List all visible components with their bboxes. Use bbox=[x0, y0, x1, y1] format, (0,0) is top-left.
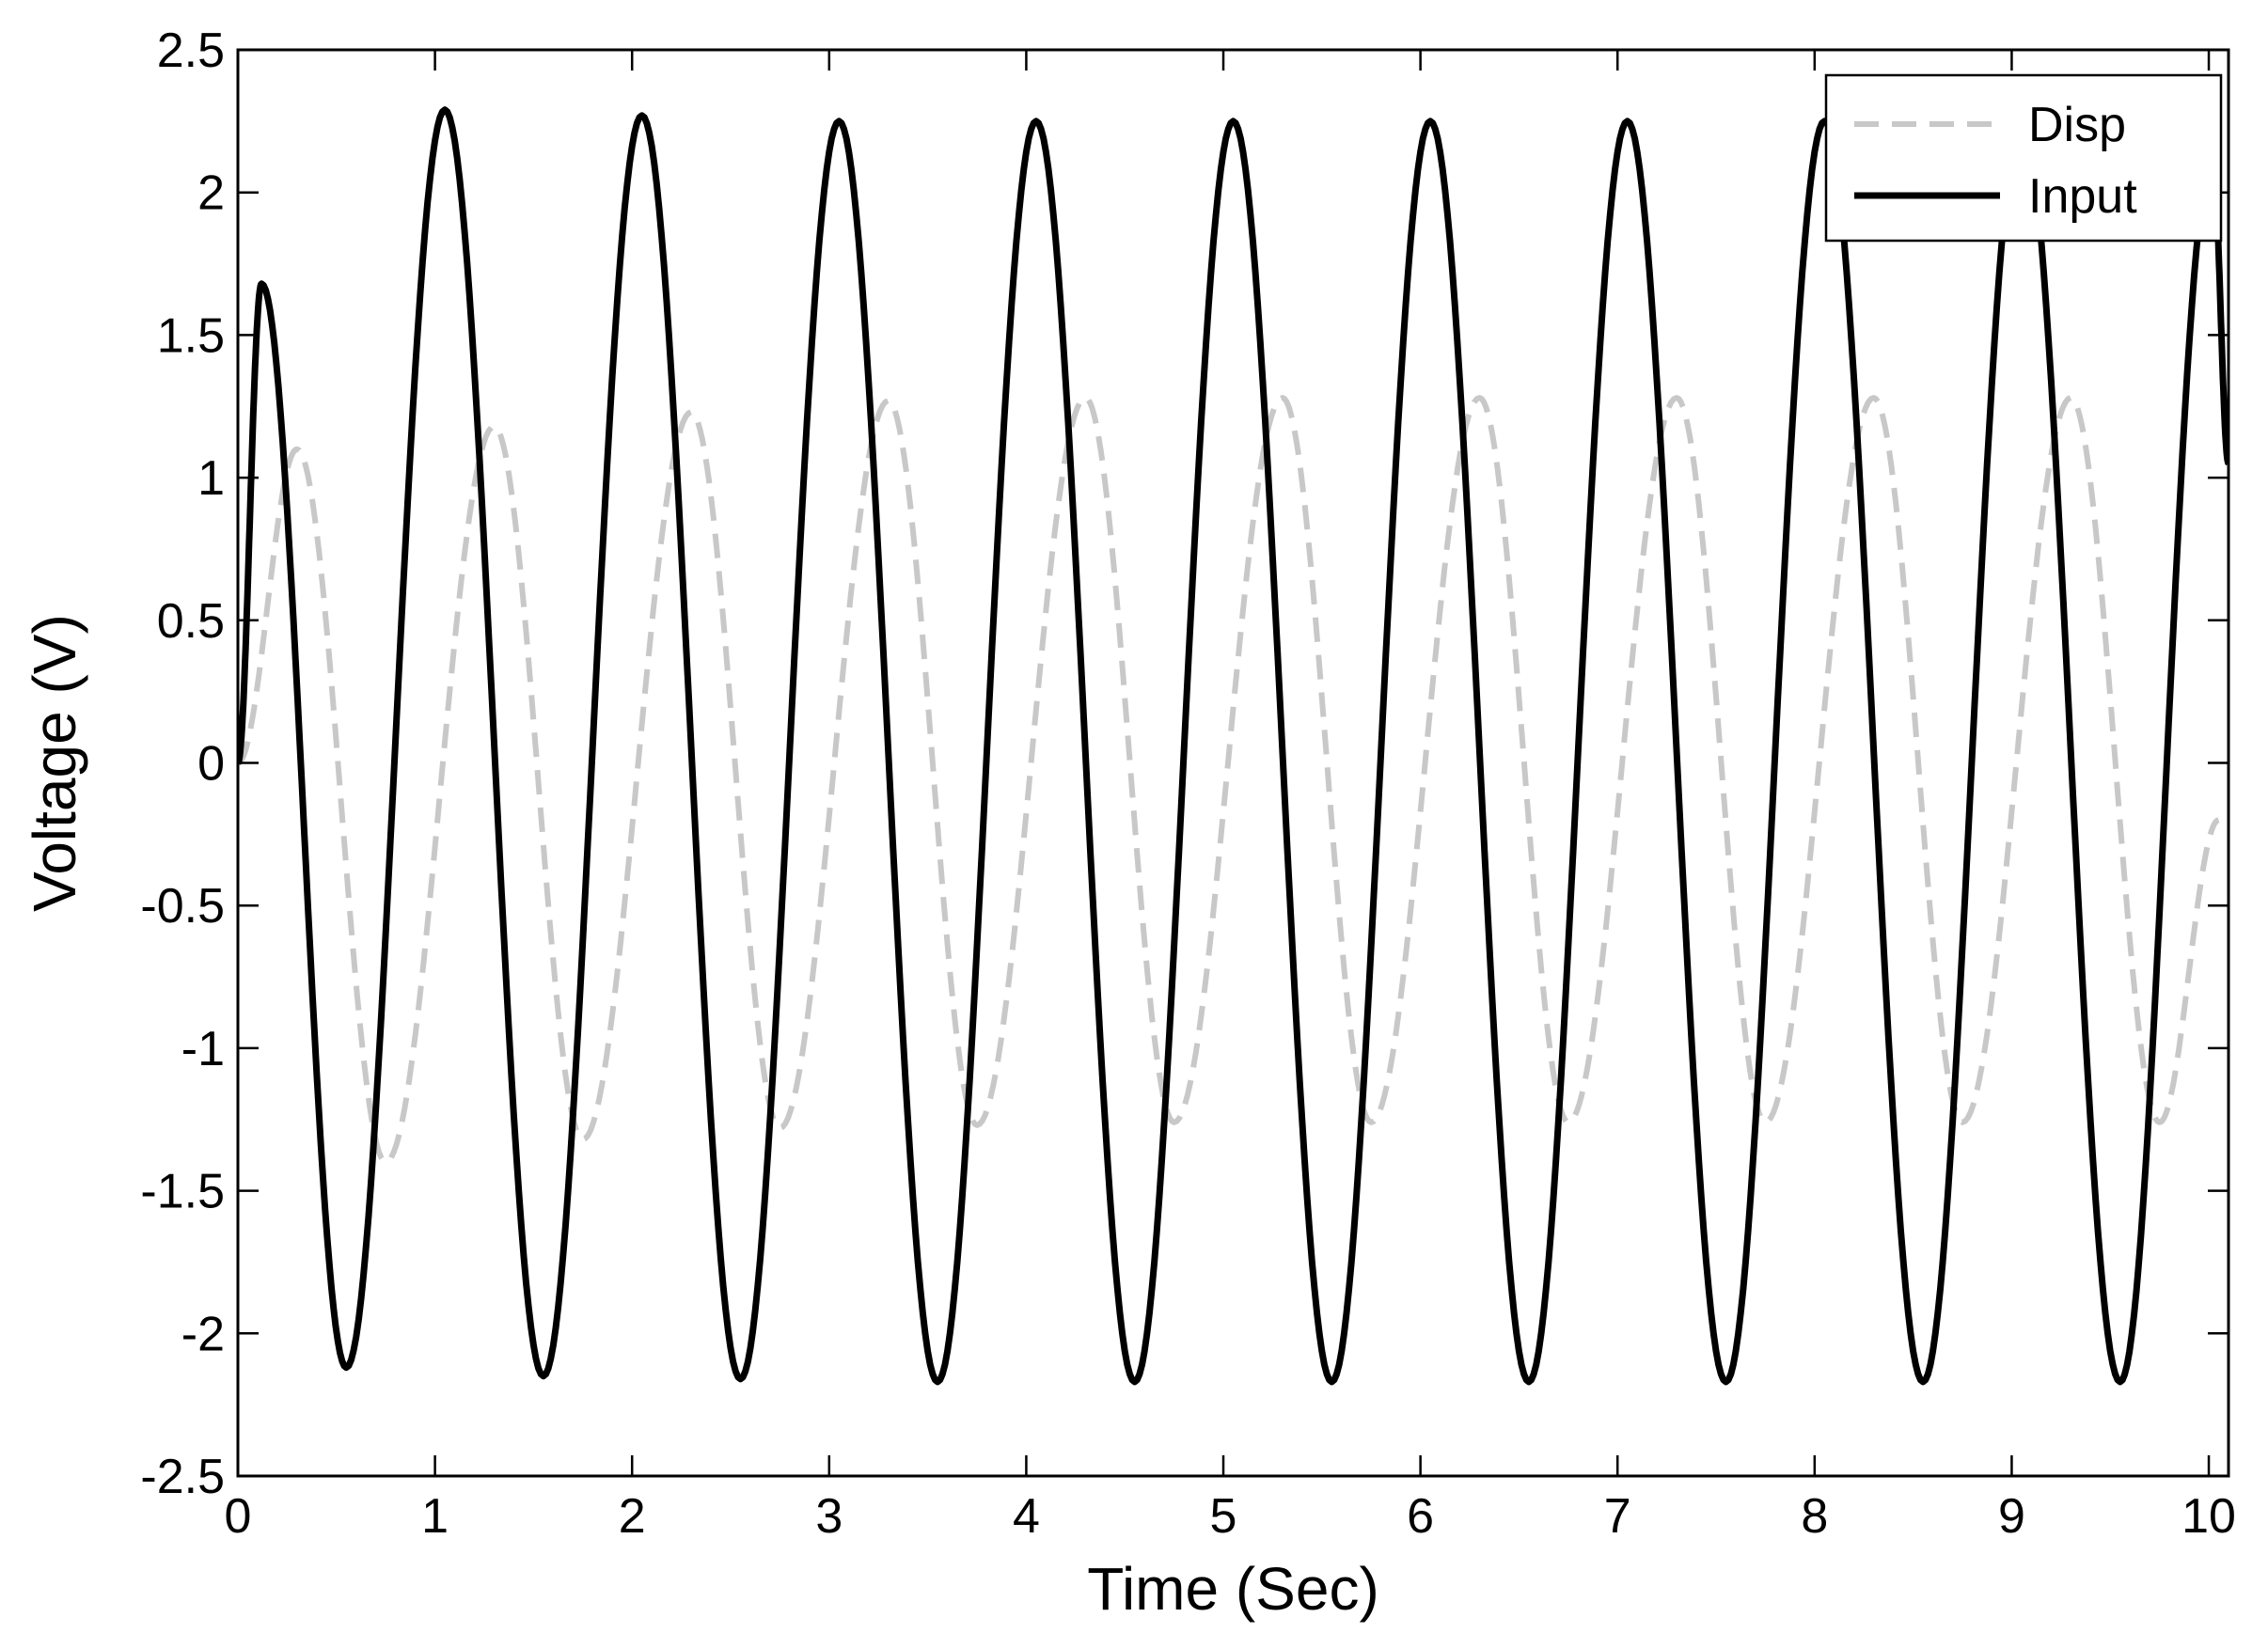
legend-box bbox=[1824, 73, 2223, 243]
x-tick-label: 5 bbox=[1210, 1489, 1237, 1544]
x-axis-title: Time (Sec) bbox=[1087, 1555, 1379, 1623]
y-tick-label: 2.5 bbox=[157, 24, 225, 78]
x-tick-label: 10 bbox=[2181, 1489, 2236, 1544]
y-tick-label: -1.5 bbox=[140, 1165, 225, 1219]
x-tick-label: 1 bbox=[421, 1489, 449, 1544]
y-tick-label: 0.5 bbox=[157, 594, 225, 649]
y-tick-label: -2.5 bbox=[140, 1450, 225, 1504]
x-tick-label: 4 bbox=[1013, 1489, 1040, 1544]
x-tick-label: 8 bbox=[1801, 1489, 1828, 1544]
y-tick-label: -2 bbox=[181, 1307, 225, 1361]
x-tick-label: 7 bbox=[1604, 1489, 1631, 1544]
y-tick-label: -0.5 bbox=[140, 879, 225, 934]
plot-area bbox=[238, 50, 2229, 1476]
legend-label-disp: Disp bbox=[2028, 98, 2126, 152]
x-tick-label: 2 bbox=[619, 1489, 646, 1544]
y-tick-label: 0 bbox=[197, 737, 225, 792]
x-tick-label: 0 bbox=[225, 1489, 252, 1544]
y-tick-label: 1.5 bbox=[157, 308, 225, 363]
ticks-layer: 0 1 2 3 4 5 6 7 8 9 10 -2.5 -2 -1.5 -1 -0.5 0 0.5 1 1.5 2 2.5 bbox=[140, 24, 2236, 1544]
series-line-input bbox=[238, 106, 2229, 1386]
x-tick-label: 9 bbox=[1998, 1489, 2025, 1544]
x-tick-label: 3 bbox=[815, 1489, 843, 1544]
legend: Disp Input bbox=[1824, 73, 2223, 243]
x-tick-label: 6 bbox=[1407, 1489, 1434, 1544]
plot-frame bbox=[236, 48, 2230, 1478]
series-layer bbox=[238, 106, 2229, 1386]
y-axis-title: Voltage (V) bbox=[21, 614, 88, 912]
legend-label-input: Input bbox=[2028, 169, 2137, 224]
y-tick-label: 1 bbox=[197, 451, 225, 506]
y-tick-label: 2 bbox=[197, 166, 225, 221]
series-line-disp bbox=[238, 395, 2220, 1166]
y-tick-label: -1 bbox=[181, 1022, 225, 1076]
